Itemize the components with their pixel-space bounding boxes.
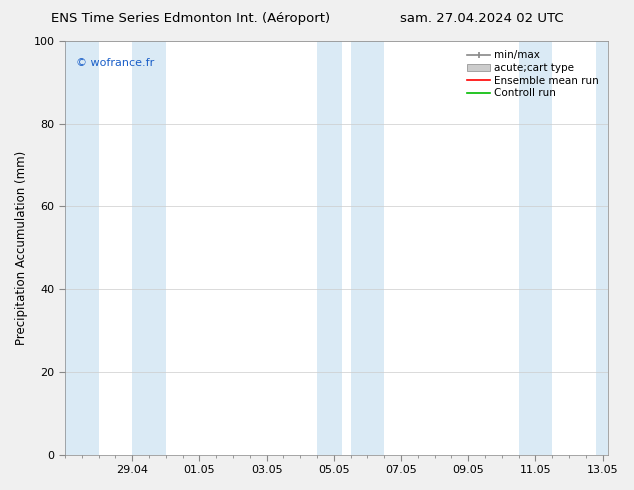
Bar [519,41,552,455]
Text: ENS Time Series Edmonton Int. (Aéroport): ENS Time Series Edmonton Int. (Aéroport) [51,12,330,25]
Bar [317,41,342,455]
Bar [65,41,98,455]
Text: sam. 27.04.2024 02 UTC: sam. 27.04.2024 02 UTC [400,12,564,25]
Bar [132,41,165,455]
Legend: min/max, acute;cart type, Ensemble mean run, Controll run: min/max, acute;cart type, Ensemble mean … [463,46,603,102]
Y-axis label: Precipitation Accumulation (mm): Precipitation Accumulation (mm) [15,151,28,345]
Bar [596,41,609,455]
Text: © wofrance.fr: © wofrance.fr [76,58,154,68]
Bar [351,41,384,455]
